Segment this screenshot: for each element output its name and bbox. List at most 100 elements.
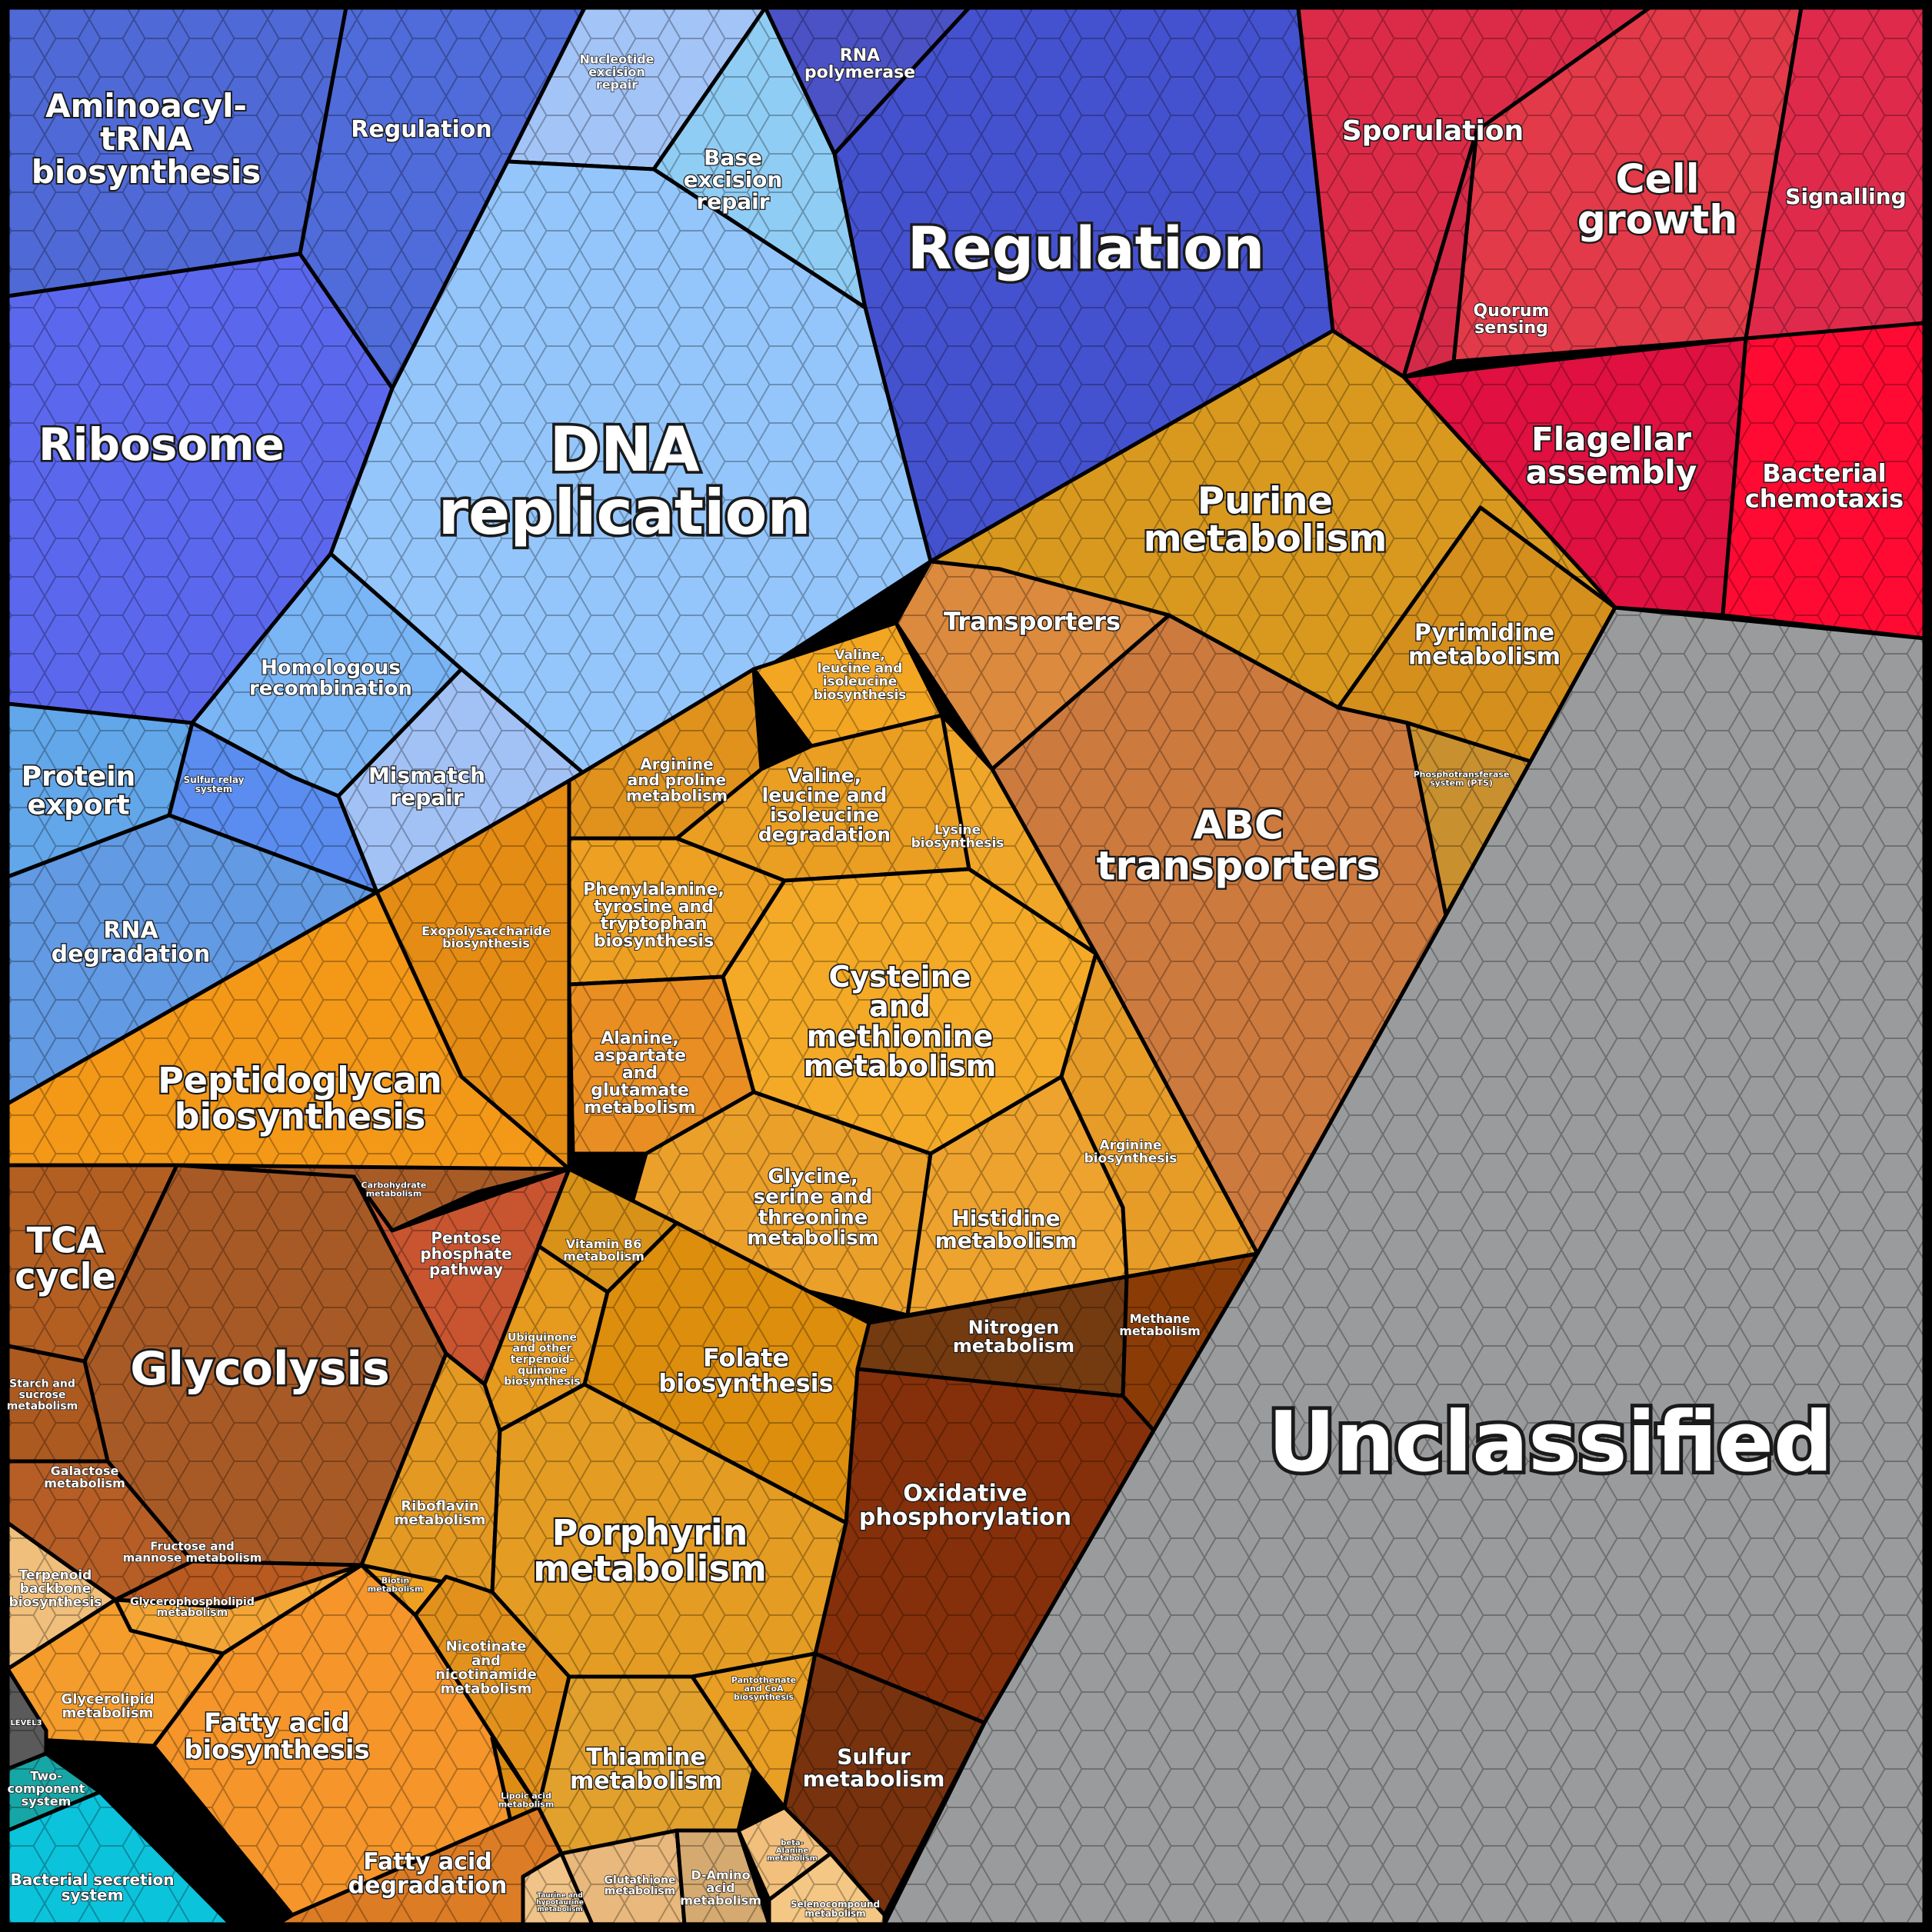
region-texture-glycolysis <box>85 1165 446 1565</box>
region-texture-glutathione <box>561 1830 685 1924</box>
region-label-line: Biotin <box>381 1575 410 1585</box>
region-label-level3: LEVEL3 <box>10 1719 42 1727</box>
region-label-line: biosynthesis <box>734 1692 794 1702</box>
region-label-line: D-Amino <box>691 1867 750 1882</box>
region-texture-sporulation <box>1298 8 1650 377</box>
region-label-line: isoleucine <box>823 675 898 690</box>
region-texture-nicotinate <box>415 1577 569 1807</box>
region-label-line: isoleucine <box>770 803 879 825</box>
region-texture-bacterial-secretion <box>8 1792 231 1924</box>
region-label-line: metabolism <box>533 1547 767 1589</box>
region-texture-quorum-sensing <box>1404 131 1477 377</box>
region-label-line: Signalling <box>1785 184 1906 209</box>
region-label-bacterial-secretion: Bacterial secretion system <box>11 1870 175 1904</box>
region-label-glycine-serine: Glycine, serine and threonine metabolism <box>747 1165 879 1250</box>
region-label-line: glutamate <box>591 1081 689 1100</box>
region-label-line: Pyrimidine <box>1414 619 1554 646</box>
region-label-line: Methane <box>1130 1311 1191 1325</box>
region-label-dna-replication: DNA replication <box>438 414 811 548</box>
region-label-line: aspartate <box>594 1046 686 1065</box>
region-texture-lysine-biosynthesis <box>942 715 1096 954</box>
region-label-line: biosynthesis <box>442 936 530 951</box>
region-label-line: Cell <box>1615 156 1699 202</box>
region-texture-folate <box>585 1223 869 1523</box>
region-label-purine-metabolism: Purine metabolism <box>1144 480 1387 561</box>
region-label-quorum-sensing: Quorum sensing <box>1474 301 1550 337</box>
region-label-line: degradation <box>52 941 211 968</box>
region-label-line: Lysine <box>934 822 981 838</box>
region-label-line: Histidine <box>951 1205 1060 1231</box>
region-label-line: metabolism <box>767 1854 818 1863</box>
region-label-line: hypotaurine <box>536 1899 584 1907</box>
region-label-line: Homologous <box>261 657 401 680</box>
region-label-line: repair <box>596 77 638 92</box>
region-texture-ribosome <box>8 254 392 723</box>
region-label-line: Purine <box>1198 480 1333 523</box>
region-label-phosphotransferase-system: Phosphotransferase system (PTS) <box>1414 769 1510 788</box>
region-label-line: Fatty acid <box>363 1848 491 1875</box>
region-label-line: Vitamin B6 <box>566 1236 641 1251</box>
region-label-abc-transporters: ABC transporters <box>1097 802 1381 889</box>
region-texture-pantothenate <box>692 1654 815 1807</box>
region-label-line: biosynthesis <box>814 688 907 703</box>
region-texture-exopolysaccharide <box>377 781 569 1169</box>
region-texture-dna-replication <box>331 162 931 781</box>
region-label-line: mannose metabolism <box>123 1551 262 1565</box>
region-label-vitamin-b6: Vitamin B6 metabolism <box>563 1236 645 1263</box>
region-label-line: TCA <box>27 1220 105 1261</box>
region-label-line: leucine and <box>818 661 903 676</box>
region-label-folate: Folate biosynthesis <box>658 1344 833 1398</box>
region-label-line: Protein <box>22 761 135 792</box>
region-texture-pentose-phosphate <box>354 1169 569 1384</box>
region-texture-two-component <box>8 1754 100 1830</box>
region-label-galactose: Galactose metabolism <box>44 1463 125 1490</box>
region-label-line: LEVEL3 <box>10 1719 42 1727</box>
region-label-line: Bacterial <box>1762 459 1886 488</box>
region-label-line: terpenoid- <box>511 1354 575 1366</box>
region-texture-abc-transporters <box>992 615 1446 1254</box>
region-label-line: metabolism <box>7 1400 78 1412</box>
region-label-two-component: Two-component system <box>8 1768 85 1808</box>
region-label-tca-cycle: TCA cycle <box>15 1220 116 1297</box>
region-label-line: metabolism <box>366 1188 422 1198</box>
region-label-line: metabolism <box>1408 643 1561 670</box>
region-label-line: Taurine and <box>537 1892 583 1900</box>
region-texture-cell-growth <box>1454 8 1801 361</box>
region-label-lipoic-acid: Lipoic acid metabolism <box>498 1790 555 1809</box>
region-label-line: chemotaxis <box>1745 484 1904 513</box>
region-label-line: metabolism <box>368 1584 424 1594</box>
region-label-line: Alanine, <box>601 1029 679 1048</box>
region-label-line: Folate <box>703 1344 789 1373</box>
region-label-line: DNA <box>549 414 699 485</box>
region-label-fatty-acid-degradation: Fatty acid degradation <box>348 1848 508 1899</box>
region-texture-glycerophospholipid <box>115 1565 361 1654</box>
region-texture-regulation-large <box>834 8 1333 561</box>
region-label-line: Arginine <box>1099 1138 1161 1153</box>
region-label-line: phosphorylation <box>859 1504 1071 1531</box>
region-label-transporters: Transporters <box>944 607 1121 636</box>
region-texture-base-excision-repair <box>654 8 865 308</box>
region-texture-signalling <box>1746 8 1924 342</box>
region-label-glycerolipid: Glycerolipid metabolism <box>61 1690 154 1720</box>
region-label-selenocompound: Selenocompound metabolism <box>791 1899 880 1919</box>
region-label-riboflavin: Riboflavin metabolism <box>395 1497 486 1527</box>
region-label-biotin: Biotin metabolism <box>368 1575 424 1594</box>
region-label-line: Nitrogen <box>968 1317 1060 1338</box>
region-label-homologous-recombination: Homologous recombination <box>249 657 412 701</box>
region-label-oxidative-phosphorylation: Oxidative phosphorylation <box>859 1480 1071 1531</box>
region-texture-riboflavin <box>361 1354 500 1592</box>
region-label-line: Carbohydrate <box>361 1180 427 1190</box>
region-label-line: biosynthesis <box>9 1594 102 1610</box>
region-label-line: Ubiquinone <box>508 1331 577 1344</box>
region-label-pantothenate: Pantothenate and CoA biosynthesis <box>731 1674 796 1701</box>
region-label-line: repair <box>696 188 769 214</box>
region-label-line: acid <box>706 1880 734 1895</box>
region-label-flagellar-assembly: Flagellar assembly <box>1526 420 1697 491</box>
region-label-lysine-biosynthesis: Lysine biosynthesis <box>911 822 1004 851</box>
region-label-line: Porphyrin <box>552 1512 748 1554</box>
region-label-cysteine-methionine: Cysteine and methionine metabolism <box>804 960 997 1083</box>
region-label-line: metabolism <box>62 1705 154 1721</box>
region-label-line: repair <box>390 784 463 810</box>
region-texture-methane <box>1123 1254 1257 1431</box>
region-label-line: biosynthesis <box>175 1095 426 1137</box>
